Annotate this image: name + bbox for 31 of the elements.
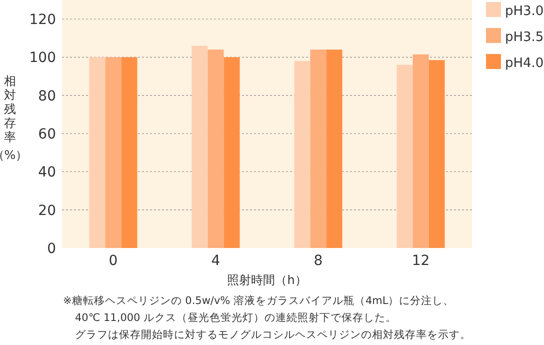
y-tick-label: 0 (47, 241, 56, 257)
y-tick-label: 20 (38, 202, 56, 219)
bar (208, 50, 224, 248)
legend-label: pH4.0 (505, 56, 544, 71)
bar (89, 57, 106, 248)
bar (294, 61, 310, 248)
bar (224, 57, 240, 248)
bar (310, 50, 326, 248)
text: グラフは保存開始時に対するモノグルコシルヘスペリジンの相対残存率を示す。 (75, 328, 471, 341)
y-tick-label: 120 (29, 12, 56, 28)
y-tick-label: 40 (38, 164, 56, 181)
y-tick-label: 100 (29, 50, 56, 66)
bar (428, 60, 445, 248)
bar (326, 50, 342, 248)
text: 40℃ 11,000 ルクス（昼光色蛍光灯）の連続照射下で保存した。 (75, 311, 397, 324)
bar (105, 57, 122, 248)
bar (412, 54, 429, 248)
x-axis-title: 照射時間（h） (227, 273, 307, 287)
x-tick-label: 4 (211, 253, 220, 269)
bar (121, 57, 138, 248)
legend-label: pH3.0 (505, 4, 544, 19)
bar (396, 64, 413, 248)
bar (192, 46, 208, 248)
legend-label: pH3.5 (505, 30, 544, 45)
text: ※糖転移ヘスペリジンの 0.5w/v% 溶液をガラスバイアル瓶（4mL）に分注し、 (63, 294, 454, 307)
y-tick-label: 60 (38, 126, 56, 143)
x-tick-label: 8 (314, 253, 323, 269)
y-tick-label: 80 (38, 88, 56, 104)
y-axis-title: 相対残存率（%） (0, 74, 28, 162)
x-tick-label: 0 (108, 253, 118, 269)
x-tick-label: 12 (412, 253, 430, 269)
